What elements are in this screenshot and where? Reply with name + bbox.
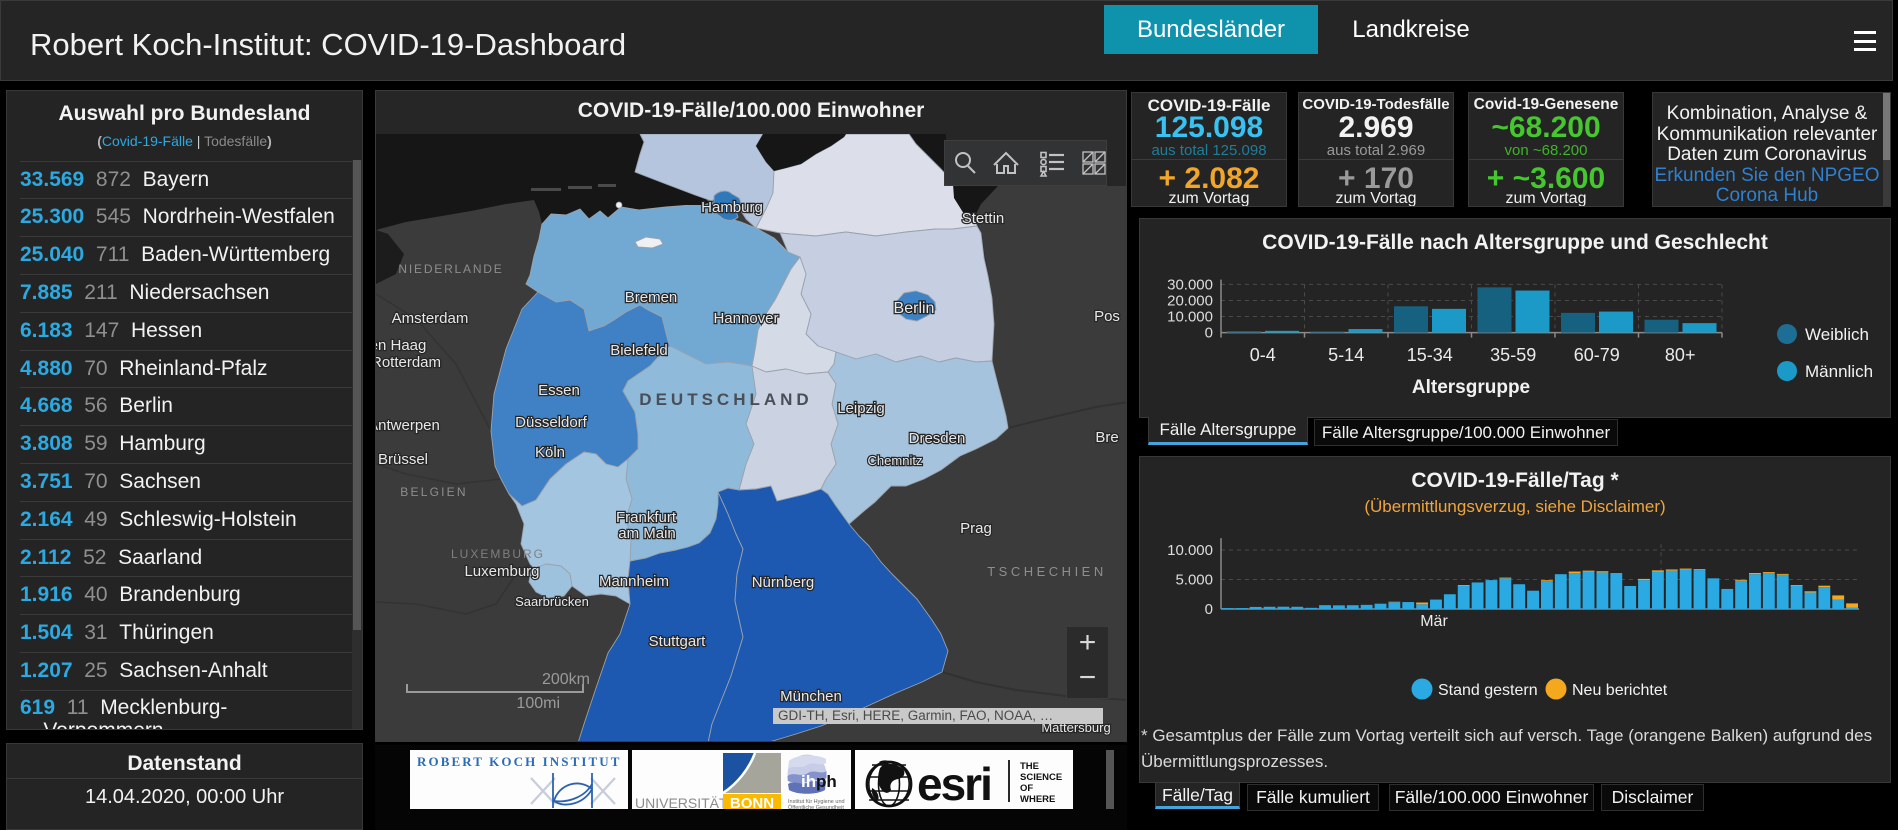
svg-text:München: München [780, 688, 842, 705]
svg-text:esri: esri [917, 758, 991, 809]
svg-text:5.000: 5.000 [1175, 572, 1213, 589]
svg-text:0-4: 0-4 [1250, 345, 1276, 365]
svg-text:Männlich: Männlich [1805, 362, 1873, 381]
svg-text:Altersgruppe: Altersgruppe [1412, 377, 1530, 398]
svg-text:Prag: Prag [960, 520, 992, 537]
svg-text:Bielefeld: Bielefeld [610, 342, 668, 359]
svg-text:Stuttgart: Stuttgart [649, 633, 707, 650]
svg-text:NIEDERLANDE: NIEDERLANDE [398, 262, 503, 276]
svg-text:Übermittlungsprozesses.: Übermittlungsprozesses. [1141, 752, 1328, 771]
svg-text:WHERE: WHERE [1020, 794, 1055, 805]
svg-text:Hannover: Hannover [713, 310, 778, 327]
svg-text:Luxemburg: Luxemburg [464, 563, 539, 580]
svg-text:10.000: 10.000 [1167, 309, 1213, 326]
svg-text:* Gesamtplus der Fälle zum Vor: * Gesamtplus der Fälle zum Vortag vertei… [1141, 726, 1872, 745]
svg-text:80+: 80+ [1665, 345, 1696, 365]
svg-text:Brüssel: Brüssel [378, 451, 428, 468]
svg-text:Stand gestern: Stand gestern [1438, 682, 1538, 699]
svg-text:ih: ih [801, 772, 816, 791]
svg-text:COVID-19-Fälle nach Altersgrup: COVID-19-Fälle nach Altersgruppe und Ges… [1262, 231, 1768, 254]
svg-text:100mi: 100mi [516, 695, 560, 712]
svg-text:am Main: am Main [618, 525, 676, 542]
svg-text:Mär: Mär [1420, 613, 1448, 630]
svg-text:Antwerpen: Antwerpen [376, 417, 440, 434]
svg-text:COVID-19-Fälle/Tag *: COVID-19-Fälle/Tag * [1411, 469, 1619, 492]
svg-text:Pos: Pos [1094, 308, 1120, 325]
svg-text:Rotterdam: Rotterdam [376, 354, 441, 371]
svg-text:Nürnberg: Nürnberg [752, 574, 815, 591]
svg-text:Frankfurt: Frankfurt [616, 509, 677, 526]
svg-text:Amsterdam: Amsterdam [392, 310, 469, 327]
svg-text:Essen: Essen [538, 382, 580, 399]
svg-text:Neu berichtet: Neu berichtet [1572, 682, 1668, 699]
svg-text:20.000: 20.000 [1167, 293, 1213, 310]
svg-text:SCIENCE: SCIENCE [1020, 772, 1062, 783]
svg-text:200km: 200km [542, 671, 590, 688]
svg-text:Bre: Bre [1095, 429, 1118, 446]
svg-text:Düsseldorf: Düsseldorf [515, 414, 588, 431]
svg-text:Köln: Köln [535, 444, 565, 461]
svg-text:15-34: 15-34 [1407, 345, 1453, 365]
svg-text:Leipzig: Leipzig [837, 400, 885, 417]
svg-text:(Übermittlungsverzug, siehe Di: (Übermittlungsverzug, siehe Disclaimer) [1364, 497, 1665, 516]
svg-text:BONN: BONN [730, 795, 774, 809]
svg-text:0: 0 [1205, 601, 1213, 618]
svg-text:Stettin: Stettin [962, 210, 1005, 227]
svg-text:OF: OF [1020, 783, 1033, 794]
svg-text:BELGIEN: BELGIEN [400, 485, 467, 499]
svg-text:35-59: 35-59 [1490, 345, 1536, 365]
svg-text:en Haag: en Haag [376, 337, 426, 354]
svg-text:TSCHECHIEN: TSCHECHIEN [987, 564, 1107, 579]
svg-text:Mannheim: Mannheim [599, 573, 669, 590]
svg-text:Weiblich: Weiblich [1805, 325, 1869, 344]
svg-text:Hamburg: Hamburg [701, 199, 763, 216]
svg-text:Bremen: Bremen [625, 289, 678, 306]
svg-text:ph: ph [816, 772, 837, 791]
svg-text:THE: THE [1020, 761, 1039, 772]
svg-text:10.000: 10.000 [1167, 542, 1213, 559]
svg-text:5-14: 5-14 [1328, 345, 1364, 365]
svg-text:60-79: 60-79 [1574, 345, 1620, 365]
svg-text:Berlin: Berlin [894, 300, 935, 317]
svg-text:0: 0 [1205, 325, 1213, 342]
svg-text:LUXEMBURG: LUXEMBURG [451, 547, 545, 561]
svg-text:Saarbrücken: Saarbrücken [515, 594, 589, 609]
svg-text:DEUTSCHLAND: DEUTSCHLAND [639, 390, 812, 409]
svg-text:Dresden: Dresden [909, 430, 966, 447]
svg-text:Chemnitz: Chemnitz [868, 453, 923, 468]
svg-text:30.000: 30.000 [1167, 276, 1213, 293]
